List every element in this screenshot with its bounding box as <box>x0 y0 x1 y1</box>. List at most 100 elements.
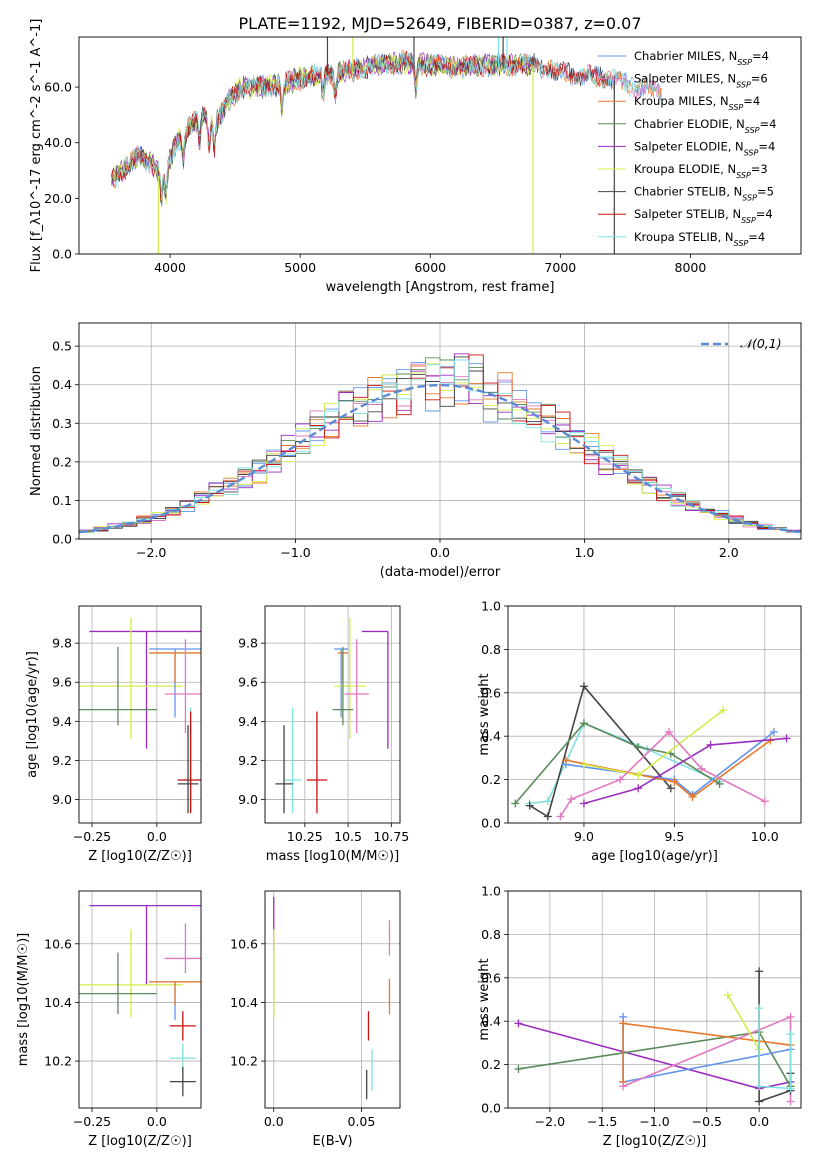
legend-value: =6 <box>751 72 768 86</box>
x-axis-label: Z [log10(Z/Z☉)] <box>88 1134 192 1149</box>
legend-value: =3 <box>751 162 768 176</box>
x-tick-label: 10.5 <box>334 829 362 844</box>
plot-residuals: −2.0 −1.0 0.0 1.0 2.0 0.0 0.1 0.2 0.3 0.4 0.5 (data… <box>29 322 802 580</box>
y-tick-label: 9.8 <box>238 636 258 651</box>
y-tick-label: 40.0 <box>44 135 72 150</box>
y-tick-label: 0.2 <box>481 772 501 787</box>
y-axis-label: mass weight <box>477 958 492 1040</box>
legend-value: =5 <box>757 185 774 199</box>
legend-label: Salpeter STELIB, NSSP=4 <box>634 207 773 225</box>
y-tick-label: 0.5 <box>52 339 72 354</box>
y-tick-label: 0.2 <box>481 1057 501 1072</box>
spectrum-line <box>111 50 613 202</box>
legend-subscript: SSP <box>729 103 744 112</box>
axes-frame <box>78 890 202 1109</box>
y-tick-label: 10.4 <box>44 995 72 1010</box>
x-tick-label: 9.0 <box>574 829 594 844</box>
legend-value: =4 <box>758 139 775 153</box>
x-tick-label: 0.0 <box>264 1114 284 1129</box>
legend-subscript: SSP <box>734 238 749 247</box>
plot-area <box>273 896 391 1100</box>
x-axis-label: Z [log10(Z/Z☉)] <box>603 1134 707 1149</box>
x-tick-label: −0.5 <box>692 1114 722 1129</box>
x-tick-label: 0.0 <box>749 1114 769 1129</box>
plot-area <box>79 617 201 814</box>
y-tick-label: 9.0 <box>238 792 258 807</box>
x-tick-label: 5000 <box>284 260 316 275</box>
y-tick-label: 9.6 <box>238 675 258 690</box>
legend: Chabrier MILES, NSSP=4 Salpeter MILES, NS… <box>598 49 776 247</box>
y-tick-label: 10.6 <box>230 936 258 951</box>
grid <box>79 606 201 823</box>
axes: −2.0 −1.0 0.0 1.0 2.0 0.0 0.1 0.2 0.3 0.4 0.5 (data… <box>29 322 802 580</box>
legend-subscript: SSP <box>745 125 760 134</box>
x-tick-label: 1.0 <box>574 545 594 560</box>
y-tick-label: 0.0 <box>52 247 72 262</box>
y-axis-label: mass [log10(M/M☉)] <box>16 933 31 1066</box>
y-tick-label: 20.0 <box>44 191 72 206</box>
legend-label: Chabrier STELIB, NSSP=5 <box>634 185 774 203</box>
spectrum-line <box>111 52 662 201</box>
legend: 𝒩(0,1) <box>701 336 782 351</box>
y-axis-label: age [log10(age/yr)] <box>25 651 40 778</box>
axes: −0.25 0.0 9.0 9.2 9.4 9.6 9.8 Z [log10(Z/Z☉)] ag… <box>25 605 202 864</box>
weight-line <box>559 730 766 817</box>
y-tick-label: 10.6 <box>44 936 72 951</box>
weight-line <box>727 994 760 1050</box>
grid <box>265 606 400 823</box>
axes: −0.25 0.0 10.2 10.4 10.6 Z [log10(Z/Z☉)] mass … <box>16 890 202 1149</box>
grid <box>265 891 400 1108</box>
y-tick-label: 10.4 <box>230 995 258 1010</box>
axes-frame <box>264 890 401 1109</box>
y-axis-label: mass weight <box>477 673 492 755</box>
axes-frame <box>507 605 802 824</box>
plot-mass_vs_Z: −0.25 0.0 10.2 10.4 10.6 Z [log10(Z/Z☉)] mass … <box>16 890 202 1149</box>
axes: 4000 5000 6000 7000 8000 0.0 20.0 40.0 60.0 wavel… <box>29 19 802 295</box>
grid <box>79 891 201 1108</box>
weight-line <box>758 1008 792 1090</box>
axes: 9.0 9.5 10.0 0.0 0.2 0.4 0.6 0.8 1.0 age [log10(a… <box>477 599 802 864</box>
y-tick-label: 9.2 <box>52 753 72 768</box>
y-tick-label: 10.2 <box>230 1054 258 1069</box>
y-tick-label: 9.4 <box>238 714 258 729</box>
x-tick-label: −1.0 <box>280 545 310 560</box>
x-tick-label: 10.25 <box>287 829 323 844</box>
y-tick-label: 9.8 <box>52 636 72 651</box>
legend-subscript: SSP <box>736 171 751 180</box>
y-tick-label: 0.6 <box>481 685 501 700</box>
plot-area <box>514 967 795 1106</box>
x-tick-label: 9.5 <box>664 829 684 844</box>
legend-label: 𝒩(0,1) <box>740 336 782 351</box>
plot-area <box>111 37 662 254</box>
weight-line <box>758 971 792 1103</box>
y-tick-label: 0.0 <box>481 816 501 831</box>
plot-spectrum: 4000 5000 6000 7000 8000 0.0 20.0 40.0 60.0 wavel… <box>29 19 802 295</box>
weight-line <box>565 731 775 796</box>
x-tick-label: 0.05 <box>348 1114 376 1129</box>
legend-label: Chabrier MILES, NSSP=4 <box>634 49 769 67</box>
y-tick-label: 1.0 <box>481 884 501 899</box>
x-tick-label: 2.0 <box>719 545 739 560</box>
x-tick-label: −2.0 <box>136 545 166 560</box>
weight-line <box>583 709 724 777</box>
x-axis-label: Z [log10(Z/Z☉)] <box>88 849 192 864</box>
legend-label: Kroupa ELODIE, NSSP=3 <box>634 162 768 180</box>
y-tick-label: 0.8 <box>481 642 501 657</box>
weight-line <box>529 684 672 818</box>
y-tick-label: 9.6 <box>52 675 72 690</box>
axes: 0.0 0.05 10.2 10.4 10.6 E(B-V) <box>230 890 401 1149</box>
y-tick-label: 9.0 <box>52 792 72 807</box>
x-axis-label: wavelength [Angstrom, rest frame] <box>326 280 555 295</box>
y-axis-label: Normed distribution <box>29 366 44 496</box>
plot-age_vs_Z: −0.25 0.0 9.0 9.2 9.4 9.6 9.8 Z [log10(Z/Z☉)] ag… <box>25 605 202 864</box>
x-tick-label: 0.0 <box>147 1114 167 1129</box>
plot-area <box>79 353 801 534</box>
y-tick-label: 1.0 <box>481 599 501 614</box>
x-tick-label: 0.0 <box>430 545 450 560</box>
plot-weight_vs_Z: −2.0 −1.5 −1.0 −0.5 0.0 0.0 0.2 0.4 0.6 0.8 1.0 Z [… <box>477 884 802 1149</box>
x-tick-label: 10.75 <box>373 829 409 844</box>
legend-subscript: SSP <box>741 216 756 225</box>
axes: −2.0 −1.5 −1.0 −0.5 0.0 0.0 0.2 0.4 0.6 0.8 1.0 Z [… <box>477 884 802 1149</box>
legend-subscript: SSP <box>744 148 759 157</box>
